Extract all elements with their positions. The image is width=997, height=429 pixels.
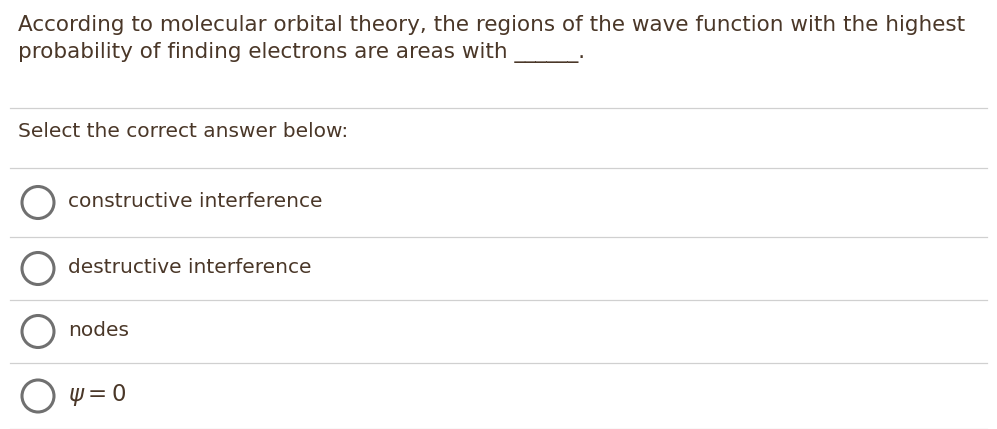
Text: destructive interference: destructive interference xyxy=(68,258,311,277)
Text: According to molecular orbital theory, the regions of the wave function with the: According to molecular orbital theory, t… xyxy=(18,15,965,35)
Text: Select the correct answer below:: Select the correct answer below: xyxy=(18,122,348,141)
Text: probability of finding electrons are areas with ______.: probability of finding electrons are are… xyxy=(18,42,585,63)
Text: $\psi = 0$: $\psi = 0$ xyxy=(68,382,127,408)
Text: constructive interference: constructive interference xyxy=(68,192,322,211)
Text: nodes: nodes xyxy=(68,321,129,340)
